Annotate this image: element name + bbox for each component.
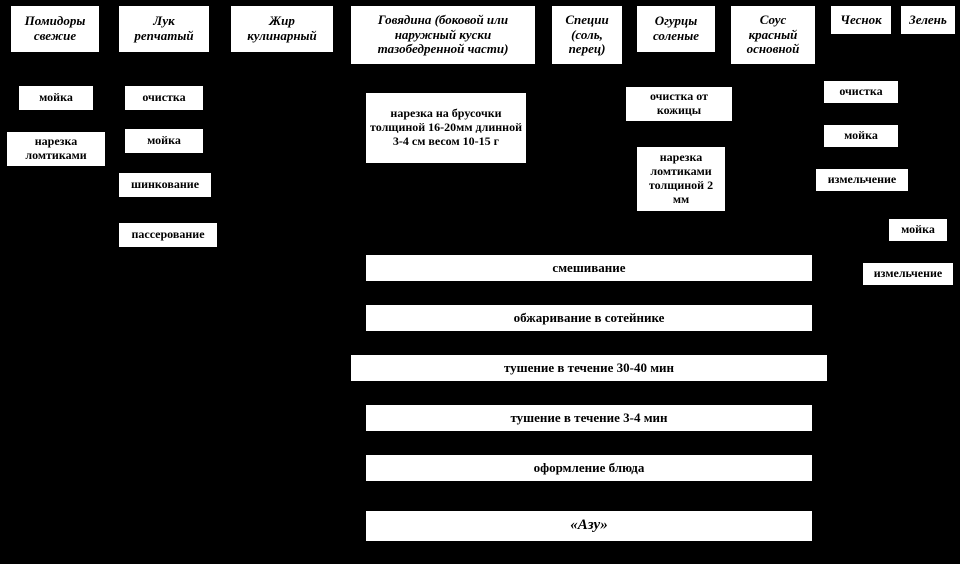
steps-obzharivanie: обжаривание в сотейнике xyxy=(365,304,813,332)
steps-ogur_ochistka: очистка от кожицы xyxy=(625,86,733,122)
headers-spetsii: Специи (соль, перец) xyxy=(551,5,623,65)
steps-pom_narezka: нарезка ломтиками xyxy=(6,131,106,167)
headers-pomidory: Помидоры свежие xyxy=(10,5,100,53)
steps-ches_moika: мойка xyxy=(823,124,899,148)
steps-gov_narezka: нарезка на брусочки толщиной 16-20мм дли… xyxy=(365,92,527,164)
headers-zhir: Жир кулинарный xyxy=(230,5,334,53)
headers-ogurtsy: Огурцы соленые xyxy=(636,5,716,53)
steps-tushenie3: тушение в течение 3-4 мин xyxy=(365,404,813,432)
headers-chesnok: Чеснок xyxy=(830,5,892,35)
steps-zel_izmelchenie: измельчение xyxy=(862,262,954,286)
steps-pom_moika: мойка xyxy=(18,85,94,111)
steps-zel_moika: мойка xyxy=(888,218,948,242)
steps-luk_shinkovanie: шинкование xyxy=(118,172,212,198)
steps-smeshivanie: смешивание xyxy=(365,254,813,282)
headers-sous: Соус красный основной xyxy=(730,5,816,65)
steps-luk_ochistka: очистка xyxy=(124,85,204,111)
steps-ches_izmelchenie: измельчение xyxy=(815,168,909,192)
steps-ogur_narezka: нарезка ломтиками толщиной 2 мм xyxy=(636,146,726,212)
headers-luk: Лук репчатый xyxy=(118,5,210,53)
steps-luk_passerovanie: пассерование xyxy=(118,222,218,248)
steps-luk_moika: мойка xyxy=(124,128,204,154)
steps-oformlenie: оформление блюда xyxy=(365,454,813,482)
headers-zelen: Зелень xyxy=(900,5,956,35)
steps-tushenie30: тушение в течение 30-40 мин xyxy=(350,354,828,382)
headers-govyadina: Говядина (боковой или наружный куски таз… xyxy=(350,5,536,65)
steps-ches_ochistka: очистка xyxy=(823,80,899,104)
final-azu: «Азу» xyxy=(365,510,813,542)
